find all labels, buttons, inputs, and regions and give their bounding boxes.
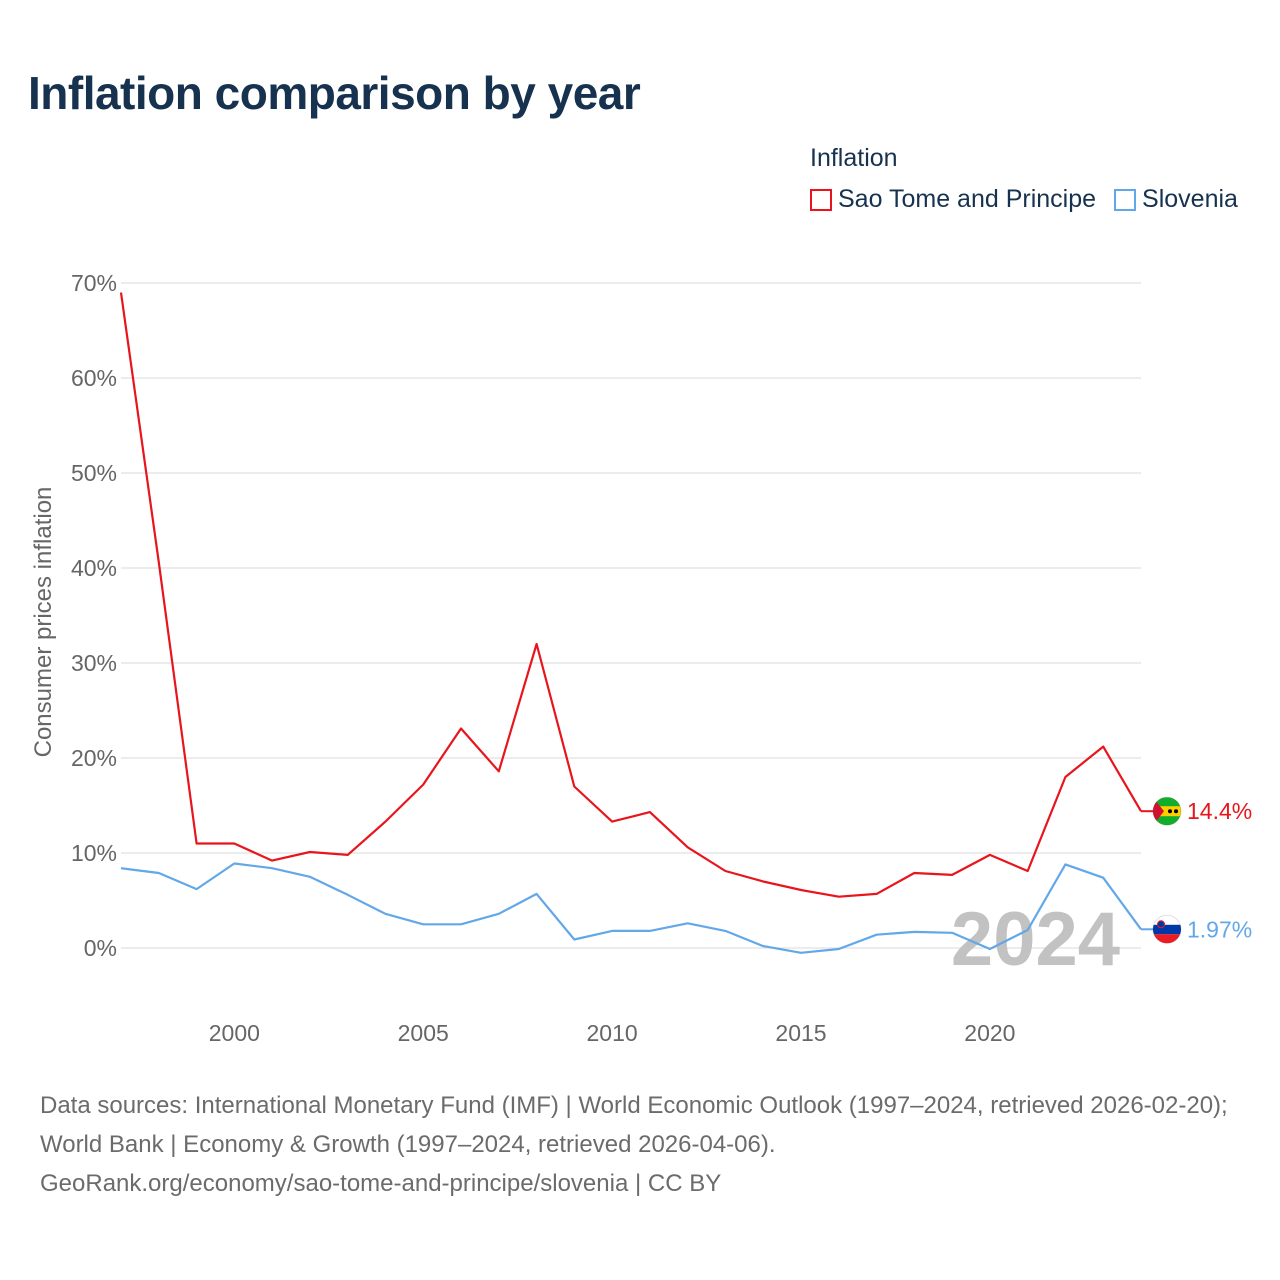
year-watermark: 2024 <box>951 897 1120 982</box>
x-tick-label: 2005 <box>398 1020 449 1046</box>
x-tick-label: 2000 <box>209 1020 260 1046</box>
sao-tome-flag-icon <box>1152 796 1182 826</box>
source-link[interactable]: GeoRank.org/economy/sao-tome-and-princip… <box>40 1170 722 1197</box>
legend-swatch-slovenia <box>1114 188 1137 211</box>
y-tick-label: 70% <box>71 270 117 296</box>
x-tick-label: 2020 <box>964 1020 1015 1046</box>
series-line-slovenia <box>120 862 1142 954</box>
end-label-slovenia: 1.97% <box>1187 916 1252 942</box>
legend: Inflation Sao Tome and Principe Slovenia <box>810 144 1238 214</box>
footer: Data sources: International Monetary Fun… <box>40 1086 1250 1203</box>
legend-title: Inflation <box>810 144 898 172</box>
y-tick-label: 50% <box>71 460 117 486</box>
legend-label-slovenia: Slovenia <box>1142 185 1238 213</box>
y-tick-label: 60% <box>71 365 117 391</box>
y-tick-label: 0% <box>84 935 117 961</box>
legend-swatch-sao-tome <box>810 188 832 211</box>
line-chart: 0% 10% 20% 30% 40% 50% 60% 70% 2000 2005 2010 2015 2… <box>30 270 1252 1046</box>
legend-label-sao-tome: Sao Tome and Principe <box>838 185 1097 213</box>
data-sources: Data sources: International Monetary Fun… <box>40 1092 1228 1158</box>
chart-title: Inflation comparison by year <box>28 67 641 119</box>
y-tick-label: 40% <box>71 555 117 581</box>
x-tick-label: 2010 <box>587 1020 638 1046</box>
y-axis-label: Consumer prices inflation <box>30 487 57 758</box>
end-label-sao-tome: 14.4% <box>1187 798 1252 824</box>
slovenia-flag-icon <box>1152 914 1182 944</box>
y-tick-label: 20% <box>71 745 117 771</box>
x-tick-label: 2015 <box>775 1020 826 1046</box>
y-tick-label: 30% <box>71 650 117 676</box>
legend-item-sao-tome[interactable]: Sao Tome and Principe <box>810 185 1096 214</box>
series-line-sao-tome <box>119 292 1142 898</box>
legend-item-slovenia[interactable]: Slovenia <box>1114 185 1238 214</box>
y-tick-label: 10% <box>71 840 117 866</box>
